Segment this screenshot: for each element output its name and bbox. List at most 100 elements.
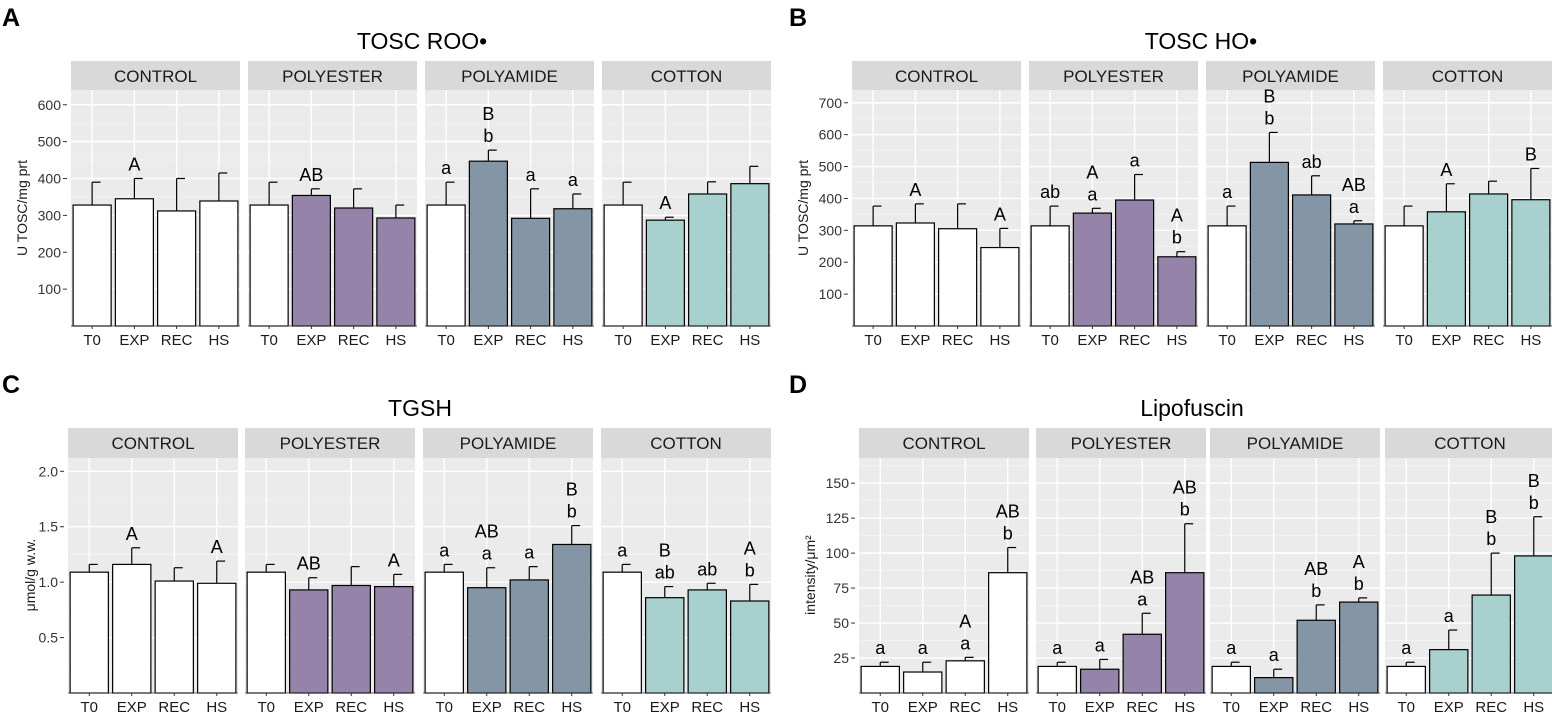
facet-strip — [245, 428, 415, 458]
bar-exp — [1426, 211, 1466, 327]
x-tick-label: T0 — [83, 332, 101, 349]
x-tick-label: REC — [513, 699, 545, 714]
y-tick-label: 2.0 — [39, 463, 59, 479]
facet-strip-label: POLYAMIDE — [460, 434, 557, 453]
x-tick-label: EXP — [472, 699, 502, 714]
significance-label: A — [959, 611, 971, 631]
significance-label: AB — [1342, 175, 1366, 195]
x-tick-label: EXP — [1434, 699, 1464, 714]
y-tick-label: 500 — [819, 159, 843, 175]
bar-t0 — [860, 665, 900, 694]
bar-exp — [645, 597, 685, 694]
x-tick-label: T0 — [1041, 332, 1059, 349]
significance-label: A — [909, 180, 921, 200]
significance-label: b — [1264, 108, 1274, 128]
y-tick-label: 200 — [38, 244, 62, 260]
significance-label: A — [659, 193, 671, 213]
bar-rec — [334, 207, 374, 327]
x-tick-label: T0 — [1397, 699, 1415, 714]
bar-hs — [1514, 555, 1552, 694]
facet-control: CONTROL T0 EXP A REC HS — [71, 61, 240, 349]
bar-rec — [157, 210, 197, 327]
facet-strip-label: POLYAMIDE — [461, 67, 558, 86]
y-tick-label: 1.0 — [39, 574, 59, 590]
facet-strip — [248, 61, 417, 90]
facet-strip — [71, 61, 240, 90]
x-tick-label: REC — [1126, 699, 1158, 714]
bar-rec — [1115, 199, 1155, 327]
x-tick-label: EXP — [1254, 332, 1284, 349]
significance-label: a — [526, 165, 537, 185]
significance-label: B — [1263, 86, 1275, 106]
x-tick-label: REC — [1119, 332, 1151, 349]
chart-title: TOSC HO• — [1145, 28, 1257, 54]
significance-label: a — [1137, 589, 1148, 609]
significance-label: a — [1401, 638, 1412, 658]
x-tick-label: HS — [1343, 332, 1364, 349]
x-tick-label: REC — [949, 699, 981, 714]
bar-exp — [112, 563, 152, 694]
bar-rec — [1296, 619, 1336, 694]
facet-strip-label: POLYESTER — [1063, 67, 1164, 86]
bar-hs — [199, 200, 239, 327]
x-tick-label: HS — [1520, 332, 1541, 349]
bar-hs — [1165, 572, 1205, 694]
y-tick-label: 500 — [38, 134, 62, 150]
facet-strip — [602, 61, 771, 90]
panel-d: D Lipofuscin intensity/μm² 25 50 75 100 125 150 C… — [789, 371, 1552, 714]
significance-label: b — [745, 560, 755, 580]
significance-label: ab — [655, 563, 675, 583]
facet-strip-label: POLYESTER — [280, 434, 381, 453]
significance-label: A — [388, 550, 400, 570]
y-tick-label: 125 — [826, 510, 850, 526]
facet-strip-label: POLYAMIDE — [1242, 67, 1339, 86]
significance-label: ab — [1040, 182, 1060, 202]
x-tick-label: REC — [691, 699, 723, 714]
x-tick-label: T0 — [1222, 699, 1240, 714]
x-tick-label: EXP — [473, 332, 503, 349]
x-tick-label: REC — [1300, 699, 1332, 714]
facet-strip — [68, 428, 238, 458]
x-tick-label: HS — [739, 332, 760, 349]
bar-hs — [1157, 256, 1197, 327]
bar-rec — [945, 660, 985, 694]
x-tick-label: EXP — [117, 699, 147, 714]
bar-hs — [1334, 223, 1374, 327]
bar-rec — [154, 580, 194, 694]
y-tick-label: 100 — [826, 545, 850, 561]
significance-label: b — [1172, 228, 1182, 248]
bar-exp — [1072, 212, 1112, 327]
panel-a: A TOSC ROO• U TOSC/mg prt 100 200 300 400 500 60… — [2, 4, 771, 349]
x-tick-label: EXP — [1085, 699, 1115, 714]
x-tick-label: HS — [739, 699, 760, 714]
bar-t0 — [424, 571, 464, 694]
y-tick-label: 600 — [38, 97, 62, 113]
panel-label: D — [789, 371, 807, 399]
bar-rec — [1122, 633, 1162, 694]
facet-strip-label: CONTROL — [114, 67, 197, 86]
significance-label: a — [1226, 638, 1237, 658]
bar-rec — [688, 193, 728, 327]
bar-exp — [467, 587, 507, 694]
bar-exp — [895, 222, 935, 327]
x-tick-label: T0 — [871, 699, 889, 714]
x-tick-label: T0 — [613, 699, 631, 714]
significance-label: B — [659, 541, 671, 561]
facet-strip-label: COTTON — [650, 434, 721, 453]
x-tick-label: T0 — [80, 699, 98, 714]
y-tick-label: 400 — [38, 171, 62, 187]
bar-exp — [1254, 677, 1294, 694]
bar-t0 — [602, 571, 642, 694]
significance-label: AB — [1173, 478, 1197, 498]
y-tick-label: 200 — [819, 254, 843, 270]
facet-strip-label: COTTON — [651, 67, 722, 86]
x-tick-label: HS — [1348, 699, 1369, 714]
bar-rec — [687, 589, 727, 694]
x-tick-label: REC — [1475, 699, 1507, 714]
x-tick-label: REC — [515, 332, 547, 349]
x-tick-label: EXP — [900, 332, 930, 349]
significance-label: B — [1528, 471, 1540, 491]
y-axis: 25 50 75 100 125 150 — [826, 475, 855, 666]
